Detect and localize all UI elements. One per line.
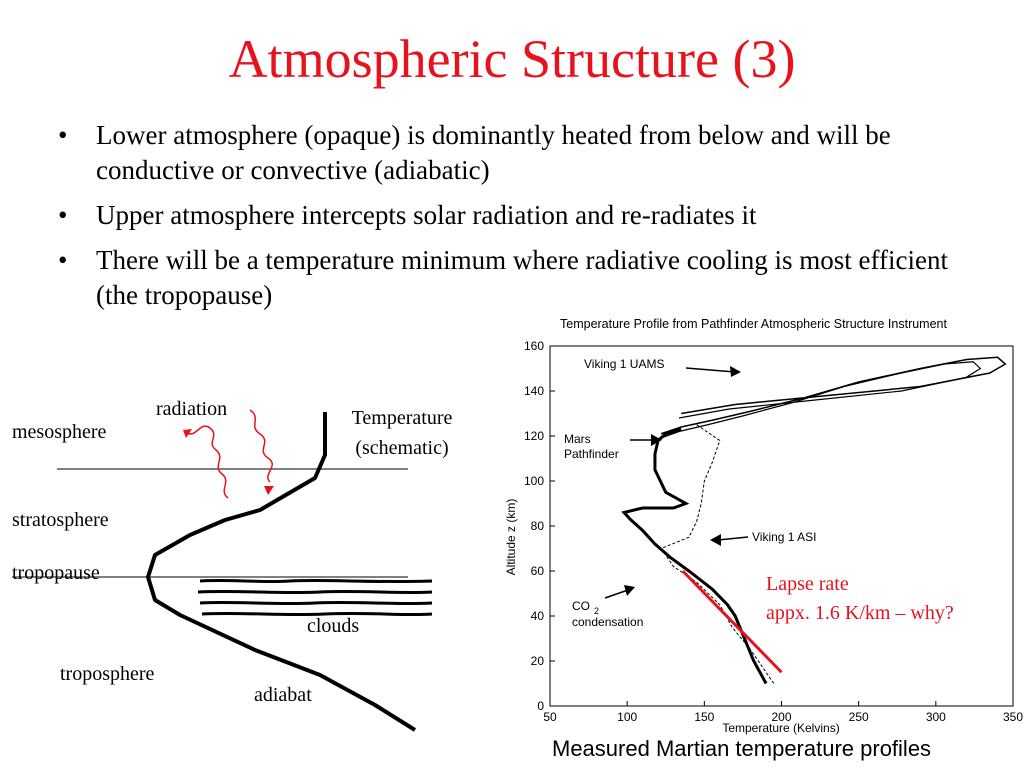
- radiation-arrowhead: [264, 486, 274, 495]
- temperature-schematic-label: (schematic): [355, 437, 449, 459]
- cloud-line: [201, 611, 433, 617]
- annotation-arrow: [604, 589, 629, 599]
- y-tick-label: 20: [531, 654, 545, 668]
- x-tick-label: 150: [694, 710, 714, 724]
- lapse-rate-line2: appx. 1.6 K/km – why?: [766, 602, 954, 624]
- series-line-1: [621, 427, 768, 685]
- radiation-arrowhead: [183, 429, 192, 438]
- y-axis-label: Altitude z (km): [504, 499, 518, 576]
- cloud-line: [197, 589, 433, 595]
- radiation-arrow-up: [185, 425, 229, 499]
- annotation-mars: Mars: [564, 432, 591, 446]
- cloud-line: [199, 578, 433, 584]
- mesosphere-label: mesosphere: [12, 421, 107, 443]
- chart-title: Temperature Profile from Pathfinder Atmo…: [560, 317, 947, 331]
- lapse-rate-note: Lapse rate appx. 1.6 K/km – why?: [766, 570, 954, 628]
- y-tick-label: 160: [524, 339, 544, 353]
- clouds-label: clouds: [307, 615, 360, 637]
- annotation-arrow: [685, 367, 736, 373]
- arrowhead: [730, 366, 741, 377]
- y-tick-label: 60: [531, 564, 545, 578]
- tropopause-label: tropopause: [12, 562, 100, 584]
- x-axis-label: Temperature (Kelvins): [722, 721, 839, 735]
- annotation-viking-uams: Viking 1 UAMS: [584, 357, 664, 371]
- slide-title: Atmospheric Structure (3): [228, 29, 796, 89]
- y-tick-label: 0: [537, 699, 544, 713]
- lapse-rate-line: [681, 569, 783, 674]
- x-tick-label: 350: [1003, 710, 1023, 724]
- y-tick-label: 120: [524, 429, 544, 443]
- bullet-item: There will be a temperature minimum wher…: [58, 243, 988, 313]
- chart-caption: Measured Martian temperature profiles: [552, 736, 932, 761]
- arrowhead: [710, 534, 721, 546]
- x-tick-label: 250: [849, 710, 869, 724]
- annotation-arrow: [717, 536, 749, 541]
- bullet-list: Lower atmosphere (opaque) is dominantly …: [58, 118, 988, 323]
- stratosphere-label: stratosphere: [12, 509, 109, 531]
- annotation-pathfinder: Pathfinder: [564, 447, 619, 461]
- troposphere-label: troposphere: [60, 663, 155, 685]
- annotation-co2-subscript: 2: [594, 606, 599, 616]
- temperature-profile: [146, 412, 417, 732]
- x-tick-label: 200: [771, 710, 791, 724]
- temperature-label: Temperature: [351, 407, 453, 429]
- y-tick-label: 140: [524, 384, 544, 398]
- arrowhead: [624, 585, 635, 596]
- annotation-viking-asi: Viking 1 ASI: [752, 530, 817, 544]
- y-tick-label: 80: [531, 519, 545, 533]
- adiabat-label: adiabat: [254, 684, 312, 706]
- x-tick-label: 50: [543, 710, 557, 724]
- series-line-3: [660, 424, 775, 684]
- x-tick-label: 100: [617, 710, 637, 724]
- bullet-item: Lower atmosphere (opaque) is dominantly …: [58, 118, 988, 188]
- arrowhead: [651, 434, 662, 446]
- series-line-2: [660, 356, 1007, 435]
- annotation-co2: CO: [572, 599, 590, 613]
- annotation-condensation: condensation: [572, 615, 643, 629]
- y-tick-label: 100: [524, 474, 544, 488]
- cloud-line: [199, 600, 433, 606]
- radiation-label: radiation: [156, 398, 228, 420]
- series-line-2b: [660, 361, 982, 439]
- lapse-rate-line1: Lapse rate: [766, 573, 849, 595]
- x-tick-label: 300: [926, 710, 946, 724]
- bullet-item: Upper atmosphere intercepts solar radiat…: [58, 198, 988, 233]
- radiation-arrow-down: [249, 409, 273, 483]
- y-tick-label: 40: [531, 609, 545, 623]
